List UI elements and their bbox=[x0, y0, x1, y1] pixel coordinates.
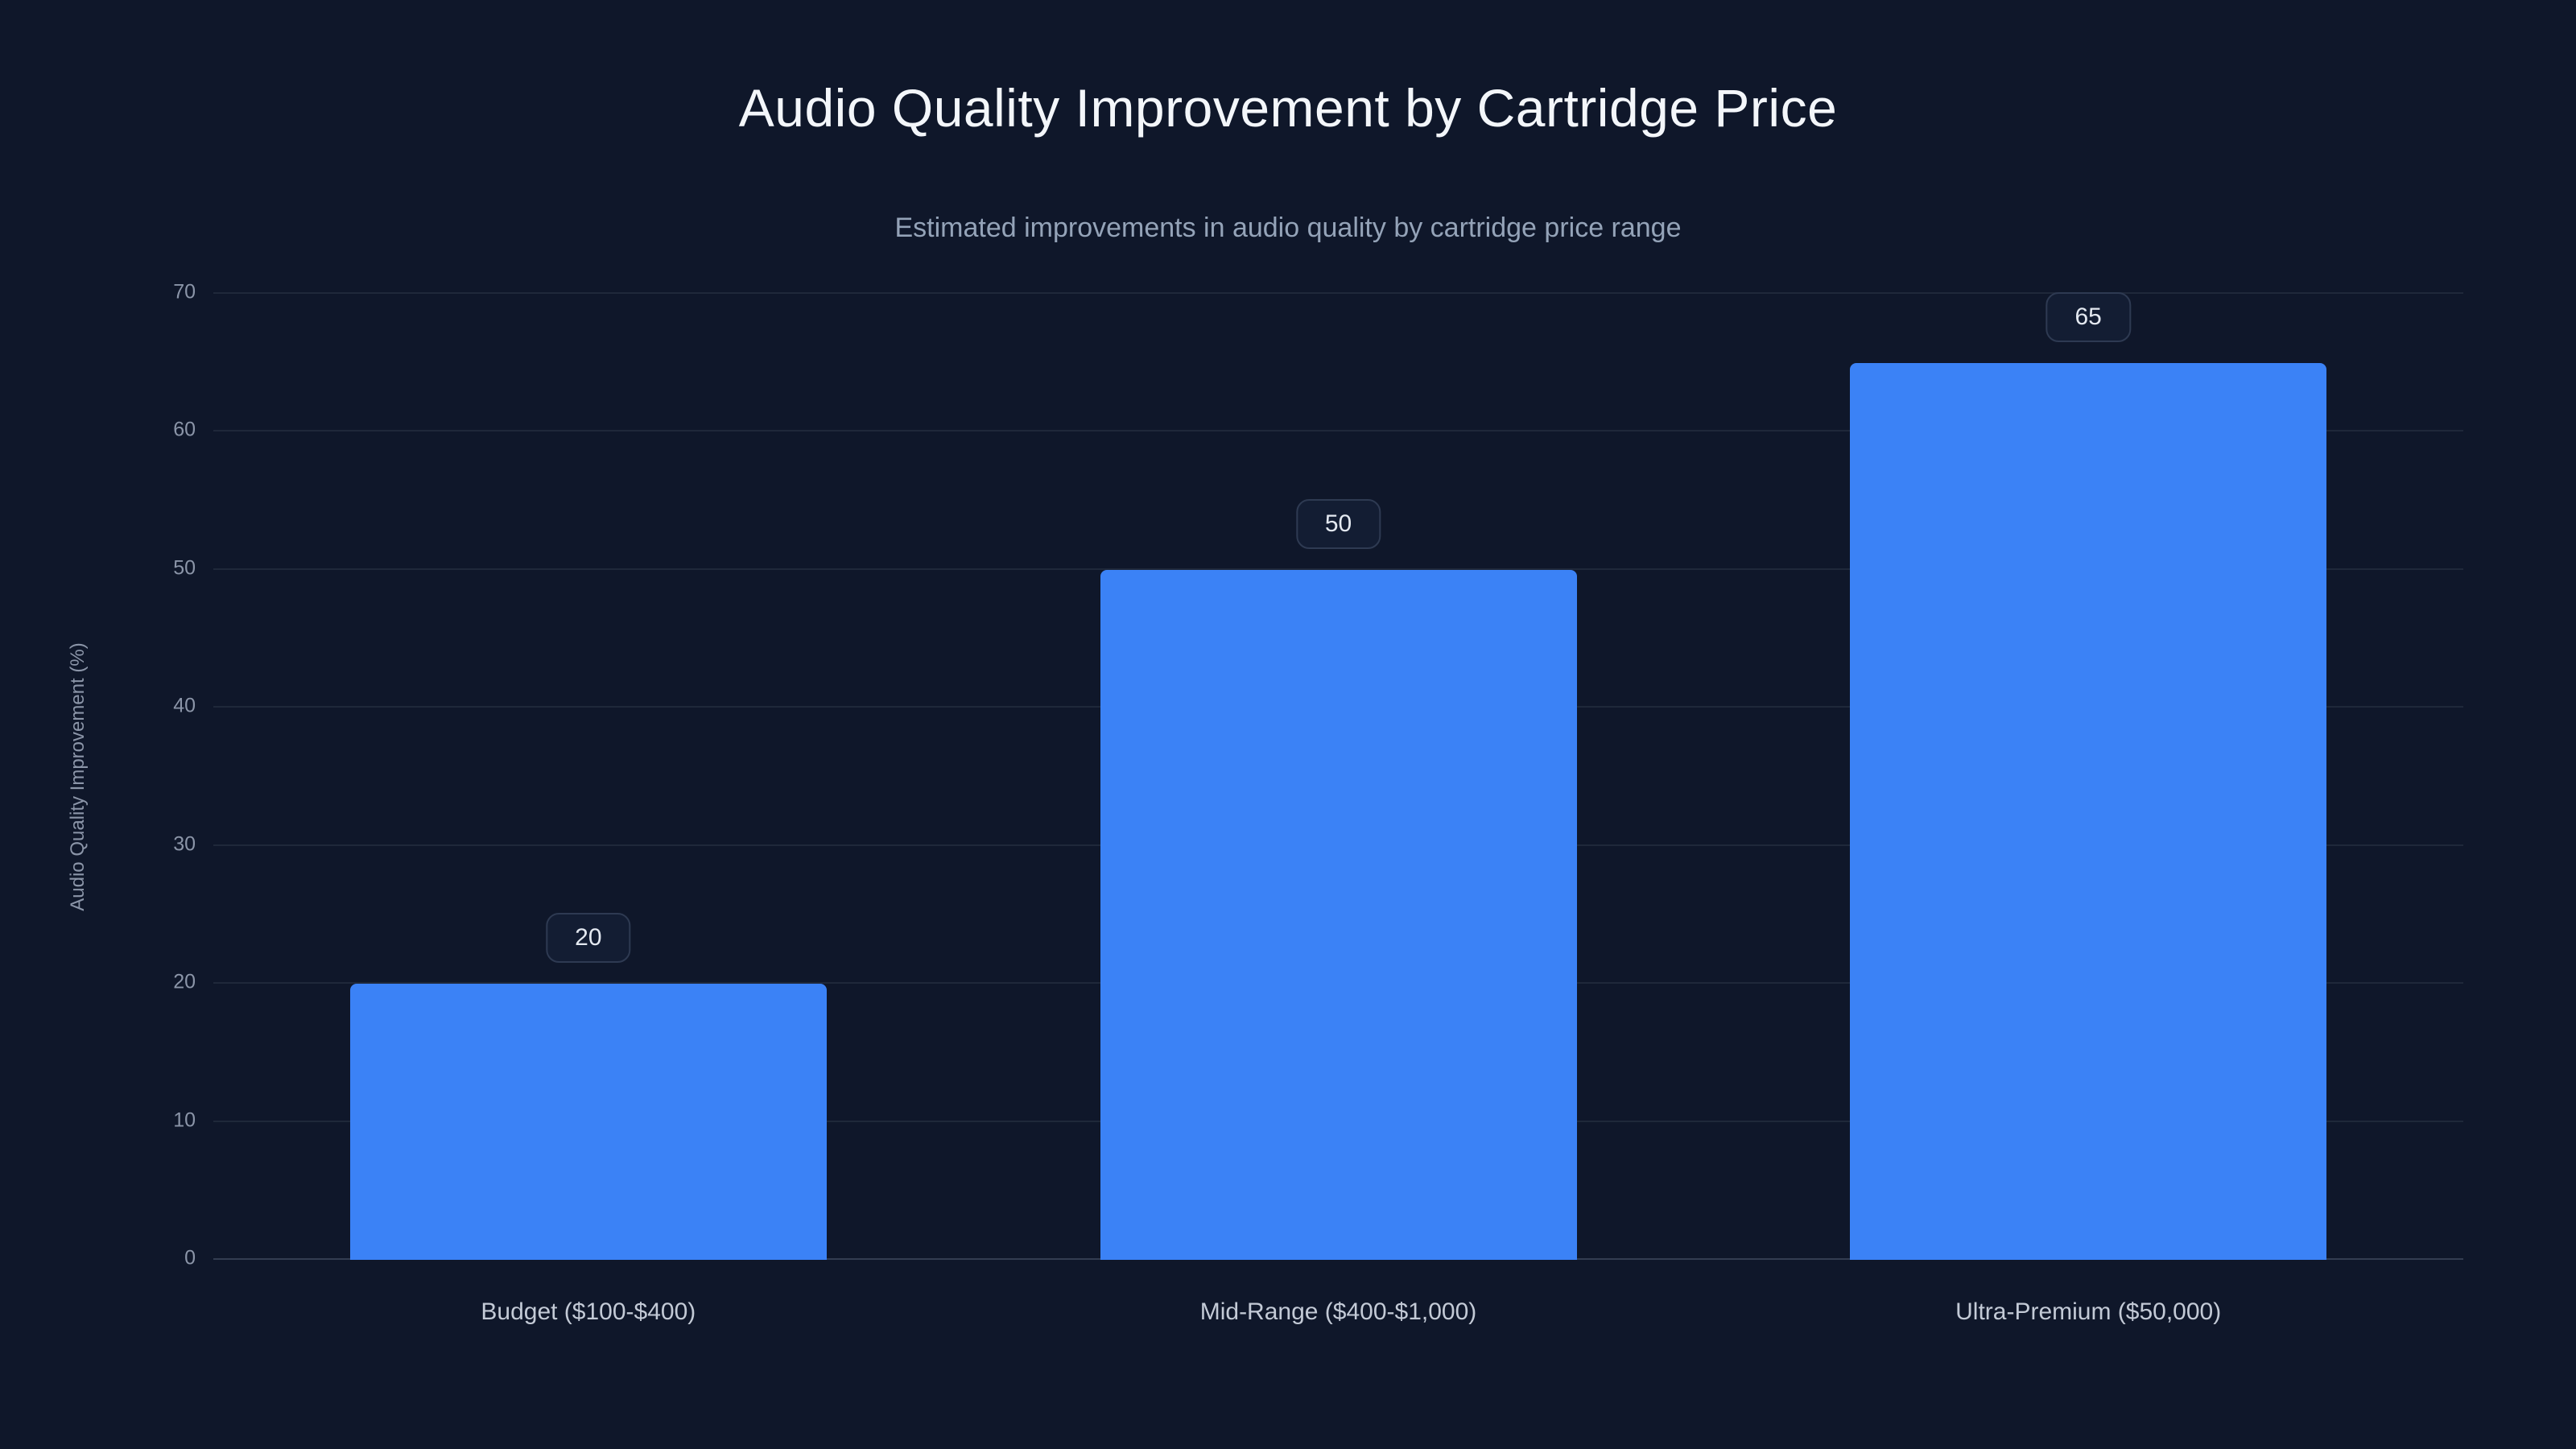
chart-subtitle: Estimated improvements in audio quality … bbox=[894, 213, 1682, 243]
gridline: 60 bbox=[173, 419, 2463, 441]
bar bbox=[1100, 569, 1577, 1260]
category-label: Budget ($100-$400) bbox=[481, 1298, 696, 1325]
value-badge: 20 bbox=[546, 913, 631, 964]
gridline: 50 bbox=[173, 556, 2463, 579]
bar bbox=[349, 984, 827, 1260]
gridline: 70 bbox=[173, 281, 2463, 303]
bar-group: 50 Mid-Range ($400-$1,000) bbox=[964, 294, 1714, 1325]
y-tick-label: 10 bbox=[173, 1108, 196, 1132]
bar bbox=[1850, 362, 2327, 1260]
y-tick-label: 30 bbox=[173, 832, 196, 856]
plot-area: Audio Quality Improvement (%) 0 10 20 30 40 5… bbox=[67, 281, 2463, 1325]
y-tick-label: 20 bbox=[173, 970, 196, 993]
y-axis-label: Audio Quality Improvement (%) bbox=[67, 642, 89, 911]
chart-title: Audio Quality Improvement by Cartridge P… bbox=[738, 78, 1838, 138]
bar-group: 20 Budget ($100-$400) bbox=[213, 294, 964, 1325]
bars-container: 20 Budget ($100-$400) 50 Mid-Range ($400-$1… bbox=[213, 291, 2463, 1325]
y-tick-label: 50 bbox=[173, 556, 196, 580]
y-tick-label: 0 bbox=[184, 1246, 196, 1269]
bar-group: 65 Ultra-Premium ($50,000) bbox=[1713, 291, 2463, 1325]
category-label: Ultra-Premium ($50,000) bbox=[1955, 1298, 2222, 1325]
y-tick-label: 70 bbox=[173, 280, 196, 303]
value-badge: 50 bbox=[1295, 498, 1381, 549]
y-tick-label: 60 bbox=[173, 418, 196, 441]
y-tick-label: 40 bbox=[173, 694, 196, 717]
value-badge: 65 bbox=[2046, 291, 2131, 342]
category-label: Mid-Range ($400-$1,000) bbox=[1199, 1298, 1477, 1325]
